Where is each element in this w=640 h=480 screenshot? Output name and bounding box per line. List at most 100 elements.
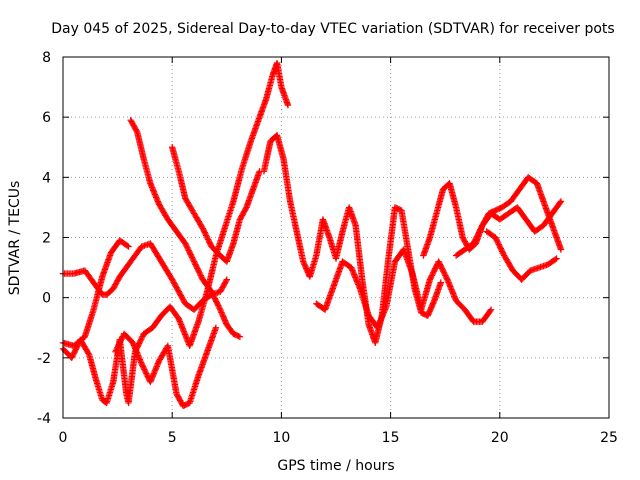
data-point	[184, 244, 191, 251]
data-point	[206, 240, 214, 247]
data-point	[136, 338, 143, 346]
data-point	[284, 101, 292, 109]
data-point	[208, 289, 216, 297]
data-point	[183, 243, 190, 250]
data-point	[186, 248, 193, 256]
data-point	[69, 351, 77, 359]
data-point	[139, 363, 147, 370]
data-point	[440, 268, 447, 275]
data-point	[441, 270, 448, 278]
x-tick-label: 5	[168, 430, 177, 446]
y-axis-label: SDTVAR / TECUs	[7, 181, 23, 296]
series-sat-track-4	[127, 116, 244, 340]
data-point	[437, 279, 445, 286]
data-point	[199, 225, 206, 232]
data-point	[492, 234, 499, 241]
data-point	[114, 344, 121, 351]
data-point	[471, 238, 478, 246]
data-point	[493, 237, 500, 244]
data-point	[206, 239, 213, 246]
x-tick-label: 15	[382, 430, 400, 446]
data-point	[141, 367, 149, 374]
data-point	[112, 348, 119, 356]
data-point	[210, 292, 217, 300]
data-point	[432, 263, 440, 271]
data-point	[496, 244, 504, 251]
data-point	[195, 268, 202, 275]
data-point	[203, 233, 211, 241]
chart-title: Day 045 of 2025, Sidereal Day-to-day VTE…	[51, 21, 614, 37]
data-point	[486, 307, 494, 315]
data-point	[552, 256, 559, 263]
data-point	[473, 233, 481, 240]
series-sat-track-3	[59, 59, 292, 407]
y-tick-label: 8	[42, 50, 51, 66]
data-point	[113, 345, 120, 353]
data-point	[557, 246, 565, 253]
data-point	[211, 294, 218, 301]
data-point	[211, 295, 219, 302]
series-sat-track-11	[483, 228, 560, 283]
x-tick-label: 10	[272, 430, 290, 446]
y-tick-label: 2	[42, 231, 51, 247]
data-point	[498, 246, 505, 254]
data-point	[442, 273, 450, 281]
data-point	[186, 250, 194, 257]
data-point	[477, 226, 484, 233]
data-point	[436, 259, 443, 267]
data-point	[198, 223, 206, 231]
data-point	[556, 199, 564, 206]
data-point	[191, 259, 198, 267]
data-point	[495, 241, 502, 248]
data-point	[476, 227, 483, 235]
series-sat-track-8	[313, 246, 495, 331]
y-tick-label: -2	[37, 351, 51, 367]
data-point	[204, 234, 211, 242]
data-point	[494, 238, 501, 245]
data-point	[192, 262, 200, 269]
y-tick-label: -4	[37, 411, 51, 427]
data-point	[497, 245, 505, 252]
data-point	[188, 252, 195, 260]
data-point	[213, 298, 220, 305]
data-point	[85, 350, 92, 357]
data-point	[137, 336, 145, 343]
data-point	[189, 255, 196, 262]
data-point	[118, 334, 126, 342]
data-point	[190, 258, 198, 265]
data-point	[496, 242, 503, 250]
data-point	[200, 228, 208, 235]
data-point	[117, 337, 124, 344]
data-point	[190, 256, 197, 264]
data-point	[71, 347, 79, 355]
data-point	[500, 250, 507, 258]
data-point	[442, 272, 449, 279]
data-point	[118, 336, 125, 343]
data-point	[70, 350, 77, 357]
data-point	[475, 229, 483, 236]
data-point	[187, 251, 194, 258]
data-point	[197, 272, 204, 279]
data-point	[216, 305, 223, 312]
data-point	[470, 240, 477, 247]
data-point	[215, 303, 223, 311]
data-point	[202, 230, 209, 238]
data-point	[214, 300, 221, 308]
data-point	[133, 127, 140, 135]
data-point	[477, 225, 485, 232]
data-point	[212, 296, 219, 304]
data-point	[222, 277, 230, 285]
data-point	[114, 343, 122, 350]
data-point	[188, 254, 196, 261]
data-point	[215, 302, 222, 309]
data-point	[193, 263, 200, 271]
data-point	[439, 266, 446, 274]
data-point	[473, 234, 480, 242]
data-point	[139, 333, 146, 340]
data-point	[430, 269, 437, 276]
data-point	[428, 273, 435, 281]
data-point	[112, 347, 120, 354]
data-point	[208, 288, 215, 295]
data-point	[72, 346, 79, 353]
data-point	[223, 276, 230, 283]
